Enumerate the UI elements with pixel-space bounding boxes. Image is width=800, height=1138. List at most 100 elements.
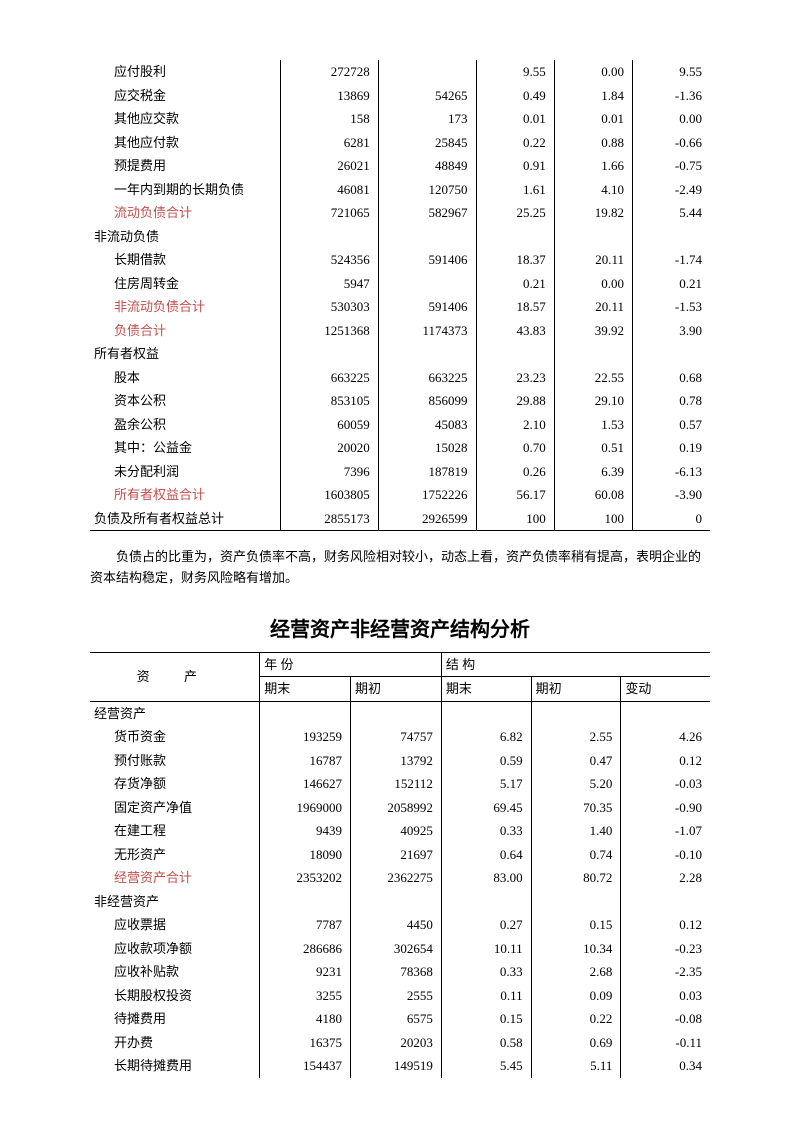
cell: 9.55 — [476, 60, 554, 84]
cell: 1752226 — [378, 483, 476, 507]
cell: 100 — [476, 507, 554, 531]
cell: 0.27 — [441, 913, 531, 937]
row-label: 应收票据 — [90, 913, 260, 937]
cell: 10.11 — [441, 937, 531, 961]
row-label: 货币资金 — [90, 725, 260, 749]
cell: 6.39 — [554, 460, 632, 484]
table-row: 货币资金193259747576.822.554.26 — [90, 725, 710, 749]
row-label: 所有者权益合计 — [90, 483, 280, 507]
table-row: 一年内到期的长期负债460811207501.614.10-2.49 — [90, 178, 710, 202]
cell — [476, 225, 554, 249]
table-row: 住房周转金59470.210.000.21 — [90, 272, 710, 296]
cell: 40925 — [351, 819, 442, 843]
table-row: 所有者权益 — [90, 342, 710, 366]
section-title: 经营资产非经营资产结构分析 — [90, 613, 710, 642]
cell: 1603805 — [280, 483, 378, 507]
row-label: 无形资产 — [90, 843, 260, 867]
cell: 853105 — [280, 389, 378, 413]
cell: 2926599 — [378, 507, 476, 531]
cell: 0.19 — [632, 436, 710, 460]
cell: 78368 — [351, 960, 442, 984]
table-row: 存货净额1466271521125.175.20-0.03 — [90, 772, 710, 796]
table-row: 所有者权益合计1603805175222656.1760.08-3.90 — [90, 483, 710, 507]
cell: 2555 — [351, 984, 442, 1008]
cell: -1.53 — [632, 295, 710, 319]
row-label: 长期待摊费用 — [90, 1054, 260, 1078]
cell: 286686 — [260, 937, 351, 961]
cell: -1.74 — [632, 248, 710, 272]
row-label: 存货净额 — [90, 772, 260, 796]
cell: 0.57 — [632, 413, 710, 437]
col-end: 期末 — [260, 677, 351, 702]
cell: 0.78 — [632, 389, 710, 413]
table-row: 无形资产18090216970.640.74-0.10 — [90, 843, 710, 867]
row-label: 长期股权投资 — [90, 984, 260, 1008]
cell: -0.75 — [632, 154, 710, 178]
cell: -0.23 — [621, 937, 710, 961]
row-label: 经营资产 — [90, 701, 260, 725]
cell: -0.03 — [621, 772, 710, 796]
cell: 0.91 — [476, 154, 554, 178]
table-row: 经营资产 — [90, 701, 710, 725]
cell: 6575 — [351, 1007, 442, 1031]
cell: 0.00 — [632, 107, 710, 131]
cell: 530303 — [280, 295, 378, 319]
cell: 0.74 — [531, 843, 621, 867]
cell: 663225 — [280, 366, 378, 390]
cell — [378, 342, 476, 366]
cell — [280, 342, 378, 366]
table-row: 长期待摊费用1544371495195.455.110.34 — [90, 1054, 710, 1078]
cell: 2353202 — [260, 866, 351, 890]
col-begin-pct: 期初 — [531, 677, 621, 702]
cell: 5.11 — [531, 1054, 621, 1078]
cell: -0.10 — [621, 843, 710, 867]
cell: 0.01 — [476, 107, 554, 131]
row-label: 股本 — [90, 366, 280, 390]
operating-assets-table: 资 产 年 份 结 构 期末 期初 期末 期初 变动 经营资产货币资金19325… — [90, 652, 710, 1078]
cell: 80.72 — [531, 866, 621, 890]
cell: 193259 — [260, 725, 351, 749]
col-begin: 期初 — [351, 677, 442, 702]
table-row: 开办费16375202030.580.69-0.11 — [90, 1031, 710, 1055]
cell: 69.45 — [441, 796, 531, 820]
cell: -1.07 — [621, 819, 710, 843]
row-label: 所有者权益 — [90, 342, 280, 366]
cell — [260, 890, 351, 914]
table-row: 固定资产净值1969000205899269.4570.35-0.90 — [90, 796, 710, 820]
row-label: 预提费用 — [90, 154, 280, 178]
cell: 25845 — [378, 131, 476, 155]
cell: 0.12 — [621, 749, 710, 773]
cell: 2362275 — [351, 866, 442, 890]
cell: -0.08 — [621, 1007, 710, 1031]
analysis-paragraph: 负债占的比重为，资产负债率不高，财务风险相对较小，动态上看，资产负债率稍有提高，… — [90, 547, 710, 589]
cell: 5.20 — [531, 772, 621, 796]
table-row: 未分配利润73961878190.266.39-6.13 — [90, 460, 710, 484]
cell: 45083 — [378, 413, 476, 437]
cell: 0.70 — [476, 436, 554, 460]
cell: -1.36 — [632, 84, 710, 108]
cell: 5.45 — [441, 1054, 531, 1078]
cell: 9231 — [260, 960, 351, 984]
row-label: 盈余公积 — [90, 413, 280, 437]
cell — [531, 890, 621, 914]
row-label: 在建工程 — [90, 819, 260, 843]
cell: 0.21 — [476, 272, 554, 296]
table-row: 负债及所有者权益总计285517329265991001000 — [90, 507, 710, 531]
table-row: 长期借款52435659140618.3720.11-1.74 — [90, 248, 710, 272]
cell — [378, 272, 476, 296]
table-row: 应收票据778744500.270.150.12 — [90, 913, 710, 937]
row-label: 应收款项净额 — [90, 937, 260, 961]
cell: 2.55 — [531, 725, 621, 749]
cell: 3255 — [260, 984, 351, 1008]
cell: 0.33 — [441, 960, 531, 984]
row-label: 固定资产净值 — [90, 796, 260, 820]
table-row: 预付账款16787137920.590.470.12 — [90, 749, 710, 773]
row-label: 其他应交款 — [90, 107, 280, 131]
table-row: 长期股权投资325525550.110.090.03 — [90, 984, 710, 1008]
cell: 0.15 — [531, 913, 621, 937]
table-row: 应交税金13869542650.491.84-1.36 — [90, 84, 710, 108]
cell: 1.61 — [476, 178, 554, 202]
cell: 54265 — [378, 84, 476, 108]
cell: 0.34 — [621, 1054, 710, 1078]
cell: 582967 — [378, 201, 476, 225]
